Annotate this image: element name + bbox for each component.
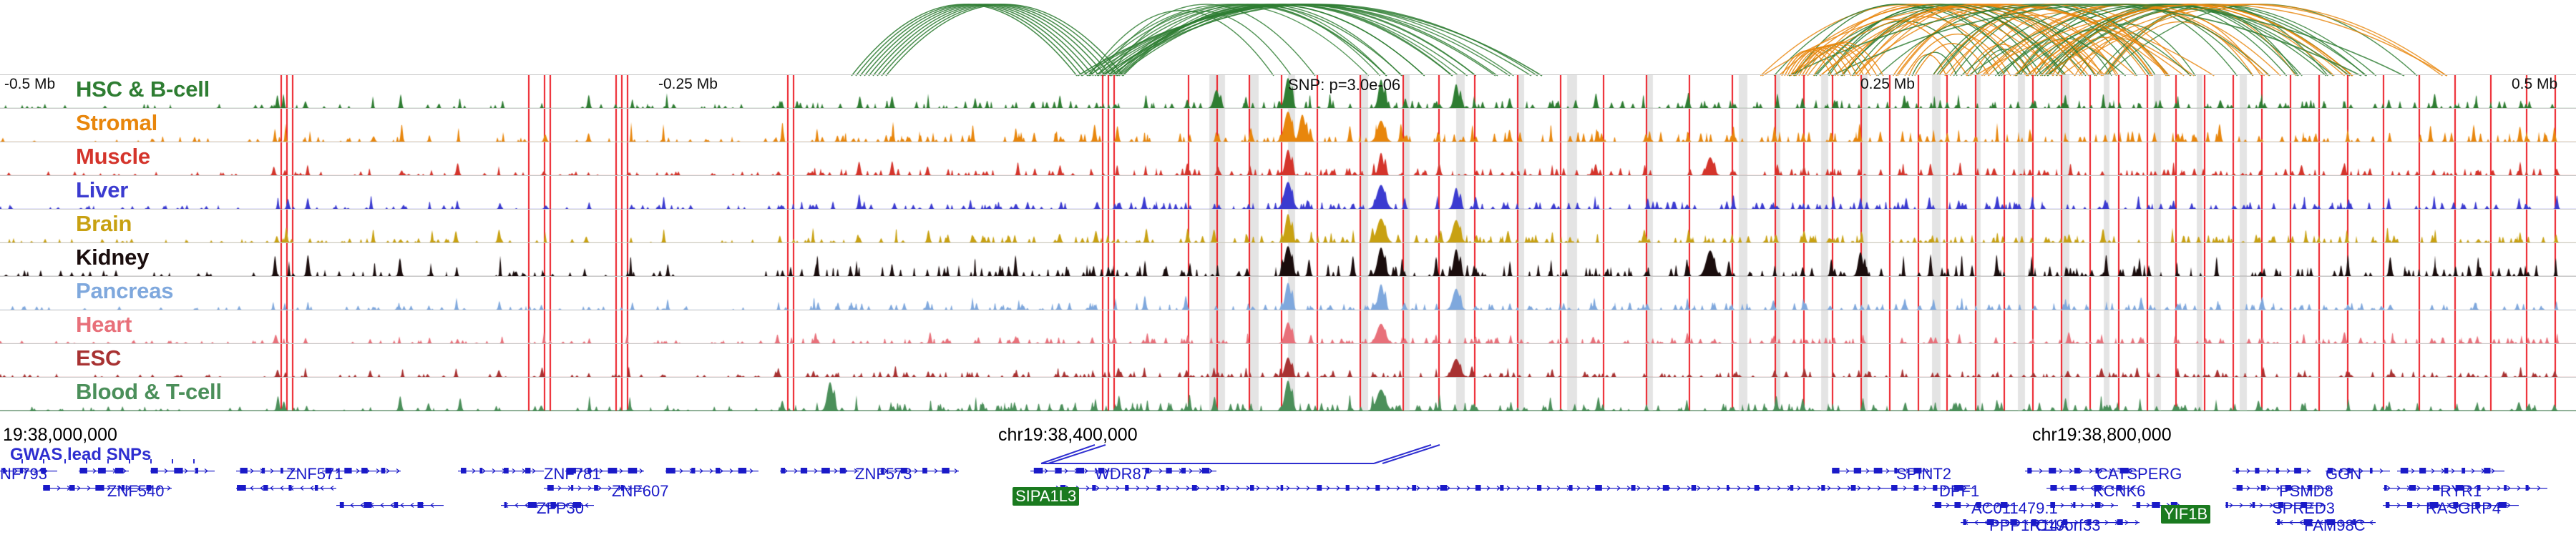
track-stromal[interactable]: Stromal — [0, 108, 2576, 142]
gene-label-znf781[interactable]: ZNF781 — [544, 465, 601, 483]
gwas-snp-connector-svg — [21, 444, 1440, 464]
gene-label-psmd8[interactable]: PSMD8 — [2279, 482, 2333, 500]
gwas-lead-snp-row: GWAS lead SNPs — [0, 443, 2576, 465]
gene-label-ryr1[interactable]: RYR1 — [2440, 482, 2482, 500]
track-canvas-8 — [0, 344, 2576, 378]
track-canvas-9 — [0, 378, 2576, 411]
gene-label-dpf1[interactable]: DPF1 — [1939, 482, 1980, 500]
chromatin-interaction-arc-panel — [0, 0, 2576, 77]
track-canvas-0 — [0, 75, 2576, 109]
signal-track-panel: HSC & B-cell -0.5 Mb -0.25 Mb 0.25 Mb 0.… — [0, 74, 2576, 425]
track-label-brain: Brain — [76, 211, 132, 236]
track-hsc-b-cell[interactable]: HSC & B-cell -0.5 Mb -0.25 Mb 0.25 Mb 0.… — [0, 74, 2576, 109]
track-kidney[interactable]: Kidney — [0, 242, 2576, 277]
gwas-lead-snps-label: GWAS lead SNPs — [10, 445, 152, 464]
track-canvas-6 — [0, 277, 2576, 310]
track-canvas-7 — [0, 310, 2576, 344]
track-canvas-3 — [0, 176, 2576, 210]
track-label-kidney: Kidney — [76, 245, 150, 270]
coord-tick-end: chr19:38,800,000 — [2032, 425, 2172, 445]
track-muscle[interactable]: Muscle — [0, 142, 2576, 176]
track-label-muscle: Muscle — [76, 144, 150, 169]
track-canvas-2 — [0, 142, 2576, 176]
track-label-hsc-b-cell: HSC & B-cell — [76, 77, 210, 102]
track-label-esc: ESC — [76, 345, 122, 370]
gene-model-panel: NF793 ZNF571 ZNF781 ZNF573 WDR87 SPINT2 CATSPE… — [0, 455, 2576, 536]
track-canvas-1 — [0, 109, 2576, 142]
gene-label-highlighted-yif1b[interactable]: YIF1B — [2161, 505, 2211, 524]
coord-tick-start: 19:38,000,000 — [3, 425, 117, 445]
gene-label-c19orf33[interactable]: C19orf33 — [2036, 516, 2101, 534]
gene-label-znf571[interactable]: ZNF571 — [286, 465, 343, 483]
gene-label-zfp30[interactable]: ZFP30 — [537, 499, 585, 517]
track-heart[interactable]: Heart — [0, 310, 2576, 344]
track-brain[interactable]: Brain — [0, 209, 2576, 243]
gene-label-kcnk6[interactable]: KCNK6 — [2093, 482, 2146, 500]
gene-label-catsperg[interactable]: CATSPERG — [2097, 465, 2182, 483]
gene-label-znf573[interactable]: ZNF573 — [855, 465, 912, 483]
track-label-blood-t-cell: Blood & T-cell — [76, 379, 222, 404]
gene-label-nf793[interactable]: NF793 — [0, 465, 48, 483]
gene-label-znf540[interactable]: ZNF540 — [107, 482, 165, 500]
track-liver[interactable]: Liver — [0, 175, 2576, 210]
track-label-stromal: Stromal — [76, 110, 158, 135]
ruler-tick-plus-0-25mb: 0.25 Mb — [1860, 76, 1915, 92]
gene-label-znf607[interactable]: ZNF607 — [612, 482, 669, 500]
gene-label-fam98c[interactable]: FAM98C — [2304, 516, 2366, 534]
gene-label-ppp1r14a[interactable]: PPP1R14A — [1989, 516, 2069, 534]
track-canvas-5 — [0, 243, 2576, 277]
track-esc[interactable]: ESC — [0, 343, 2576, 378]
track-canvas-4 — [0, 210, 2576, 243]
track-pancreas[interactable]: Pancreas — [0, 276, 2576, 310]
coord-tick-middle: chr19:38,400,000 — [998, 425, 1138, 445]
gene-model-svg — [0, 468, 2547, 525]
ruler-tick-plus-0-5mb: 0.5 Mb — [2512, 76, 2558, 92]
gene-label-ac011479-1[interactable]: AC011479.1 — [1971, 499, 2058, 517]
coordinate-axis: 19:38,000,000 chr19:38,400,000 chr19:38,… — [0, 425, 2576, 449]
gene-label-wdr87[interactable]: WDR87 — [1095, 465, 1151, 483]
track-label-heart: Heart — [76, 312, 132, 337]
snp-pvalue-annotation: SNP: p=3.0e-06 — [1288, 76, 1401, 94]
gene-label-ggn[interactable]: GGN — [2326, 465, 2362, 483]
arc-svg — [851, 4, 2448, 77]
gene-label-spred3[interactable]: SPRED3 — [2272, 499, 2336, 517]
gene-label-rasgrp4[interactable]: RASGRP4 — [2426, 499, 2502, 517]
track-label-pancreas: Pancreas — [76, 278, 174, 303]
track-label-liver: Liver — [76, 177, 129, 202]
gene-label-highlighted-sipa1l3[interactable]: SIPA1L3 — [1013, 487, 1080, 506]
track-blood-t-cell[interactable]: Blood & T-cell — [0, 377, 2576, 411]
ruler-tick-minus-0-25mb: -0.25 Mb — [658, 76, 718, 92]
ruler-tick-minus-0-5mb: -0.5 Mb — [4, 76, 56, 92]
gene-label-spint2[interactable]: SPINT2 — [1896, 465, 1952, 483]
